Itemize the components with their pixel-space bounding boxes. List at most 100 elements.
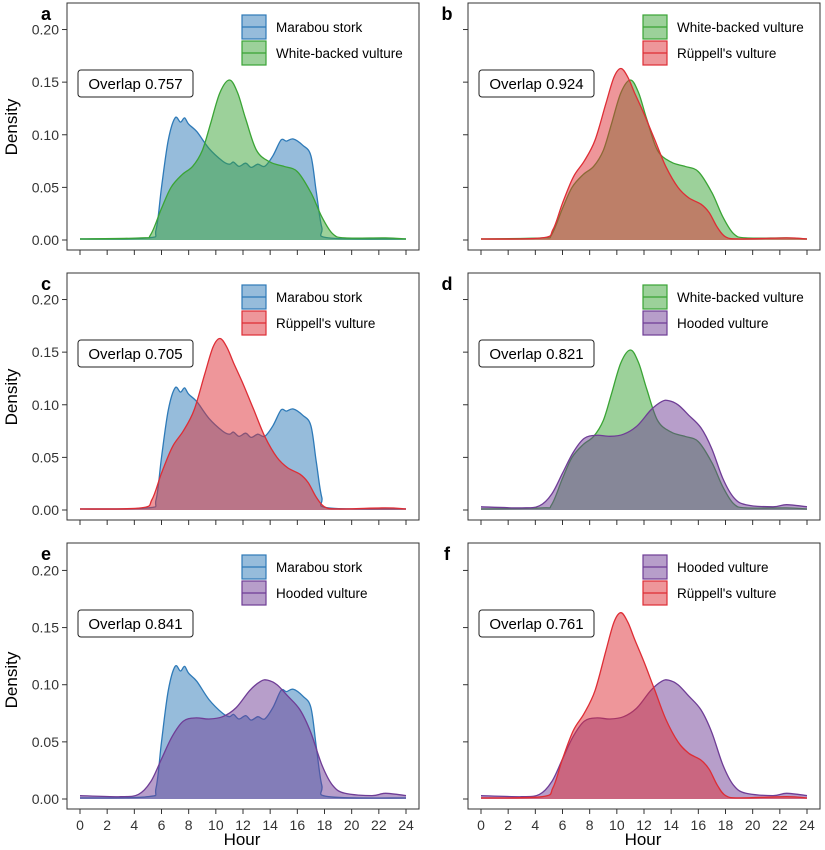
- series-line-a-1: [79, 79, 407, 240]
- y-tick-label-c-2: 0.10: [32, 397, 59, 413]
- x-tick-label-e-3: 6: [158, 817, 166, 833]
- y-tick-label-c-0: 0.00: [32, 502, 59, 518]
- y-tick-label-a-3: 0.15: [32, 74, 59, 90]
- x-tick-label-e-7: 14: [262, 817, 278, 833]
- series-line-b-1: [480, 67, 808, 240]
- panel-d: d Overlap 0.821 White-backed vulture Hooded…: [442, 272, 821, 525]
- overlap-text-a: Overlap 0.757: [88, 76, 182, 93]
- y-tick-label-c-1: 0.05: [32, 449, 59, 465]
- legend-label-b-1: Rüppell's vulture: [677, 46, 776, 61]
- legend-d: White-backed vulture Hooded vulture: [642, 284, 804, 336]
- x-tick-label-e-0: 0: [76, 817, 84, 833]
- series-group-f: [480, 612, 808, 799]
- legend-e: Marabou stork Hooded vulture: [241, 554, 368, 606]
- panel-letter-b: b: [442, 4, 453, 24]
- series-line-d-1: [480, 399, 808, 509]
- overlap-label-a: Overlap 0.757: [77, 69, 194, 98]
- y-tick-label-a-4: 0.20: [32, 22, 59, 38]
- x-tick-label-e-5: 10: [208, 817, 224, 833]
- x-tick-label-f-3: 6: [559, 817, 567, 833]
- legend-label-b-0: White-backed vulture: [677, 20, 804, 35]
- y-tick-label-c-3: 0.15: [32, 344, 59, 360]
- y-tick-label-a-0: 0.00: [32, 232, 59, 248]
- overlap-box-b: [478, 69, 595, 98]
- series-area-f-1: [481, 612, 807, 799]
- series-group-c: [79, 337, 407, 510]
- x-axis-title-right: Hour: [625, 830, 662, 849]
- overlap-label-d: Overlap 0.821: [478, 339, 595, 368]
- legend-b: White-backed vulture Rüppell's vulture: [642, 14, 804, 66]
- x-tick-label-f-1: 2: [504, 817, 512, 833]
- x-tick-label-f-9: 18: [718, 817, 734, 833]
- panel-b: b Overlap 0.924 White-backed vulture Rüppel…: [442, 2, 821, 255]
- x-tick-label-f-10: 20: [745, 817, 761, 833]
- legend-label-a-1: White-backed vulture: [276, 46, 403, 61]
- x-tick-label-f-2: 4: [531, 817, 539, 833]
- y-axis-title-bottom: Density: [2, 651, 21, 708]
- x-tick-label-e-10: 20: [344, 817, 360, 833]
- x-tick-label-f-0: 0: [477, 817, 485, 833]
- legend-f: Hooded vulture Rüppell's vulture: [642, 554, 776, 606]
- x-tick-label-e-2: 4: [130, 817, 138, 833]
- x-tick-label-f-5: 10: [609, 817, 625, 833]
- legend-label-d-0: White-backed vulture: [677, 290, 804, 305]
- series-group-b: [480, 67, 808, 240]
- x-tick-label-f-7: 14: [663, 817, 679, 833]
- series-area-b-1: [481, 68, 807, 240]
- y-tick-label-a-1: 0.05: [32, 179, 59, 195]
- x-tick-label-e-1: 2: [103, 817, 111, 833]
- legend-label-f-0: Hooded vulture: [677, 560, 769, 575]
- overlap-box-f: [478, 609, 595, 638]
- series-area-a-1: [80, 80, 406, 240]
- x-tick-label-f-4: 8: [586, 817, 594, 833]
- series-line-c-1: [79, 337, 407, 510]
- y-tick-label-e-0: 0.00: [32, 791, 59, 807]
- overlap-box-e: [77, 609, 194, 638]
- x-tick-label-e-11: 22: [371, 817, 387, 833]
- x-tick-label-f-11: 22: [772, 817, 788, 833]
- overlap-text-b: Overlap 0.924: [489, 76, 583, 93]
- legend-label-c-1: Rüppell's vulture: [276, 316, 375, 331]
- overlap-label-c: Overlap 0.705: [77, 339, 194, 368]
- series-group-e: [79, 665, 407, 799]
- x-tick-label-e-4: 8: [185, 817, 193, 833]
- legend-a: Marabou stork White-backed vulture: [241, 14, 403, 66]
- x-tick-label-e-12: 24: [398, 817, 414, 833]
- overlap-text-d: Overlap 0.821: [489, 346, 583, 363]
- x-tick-label-e-9: 18: [317, 817, 333, 833]
- series-area-d-1: [481, 400, 807, 510]
- series-group-d: [480, 349, 808, 510]
- legend-label-f-1: Rüppell's vulture: [677, 586, 776, 601]
- panel-letter-e: e: [41, 544, 51, 564]
- x-tick-label-e-8: 16: [290, 817, 306, 833]
- legend-label-a-0: Marabou stork: [276, 20, 363, 35]
- y-tick-label-e-1: 0.05: [32, 734, 59, 750]
- overlap-text-e: Overlap 0.841: [88, 616, 182, 633]
- series-area-c-1: [80, 338, 406, 510]
- panel-letter-c: c: [41, 274, 51, 294]
- panel-letter-a: a: [41, 4, 52, 24]
- x-tick-label-e-6: 12: [235, 817, 251, 833]
- overlap-box-c: [77, 339, 194, 368]
- y-tick-label-e-4: 0.20: [32, 562, 59, 578]
- overlap-label-b: Overlap 0.924: [478, 69, 595, 98]
- legend-label-e-1: Hooded vulture: [276, 586, 368, 601]
- panel-e: e0.000.050.100.150.200 2 4 6 8 10 12 14 16 18 20 22…: [32, 542, 420, 833]
- overlap-label-f: Overlap 0.761: [478, 609, 595, 638]
- overlap-label-e: Overlap 0.841: [77, 609, 194, 638]
- x-tick-label-f-6: 12: [636, 817, 652, 833]
- series-line-e-1: [79, 679, 407, 798]
- series-group-a: [79, 79, 407, 240]
- y-axis-title-middle: Density: [2, 368, 21, 425]
- panel-letter-f: f: [444, 544, 451, 564]
- overlap-box-d: [478, 339, 595, 368]
- legend-label-d-1: Hooded vulture: [677, 316, 769, 331]
- overlap-text-c: Overlap 0.705: [88, 346, 182, 363]
- x-tick-label-f-12: 24: [799, 817, 815, 833]
- y-tick-label-c-4: 0.20: [32, 292, 59, 308]
- y-axis-title-top: Density: [2, 98, 21, 155]
- y-tick-label-e-3: 0.15: [32, 620, 59, 636]
- panel-c: c 0.00 0.05 0.10 0.15 0.20 Overlap 0.705 Marabo…: [32, 272, 420, 525]
